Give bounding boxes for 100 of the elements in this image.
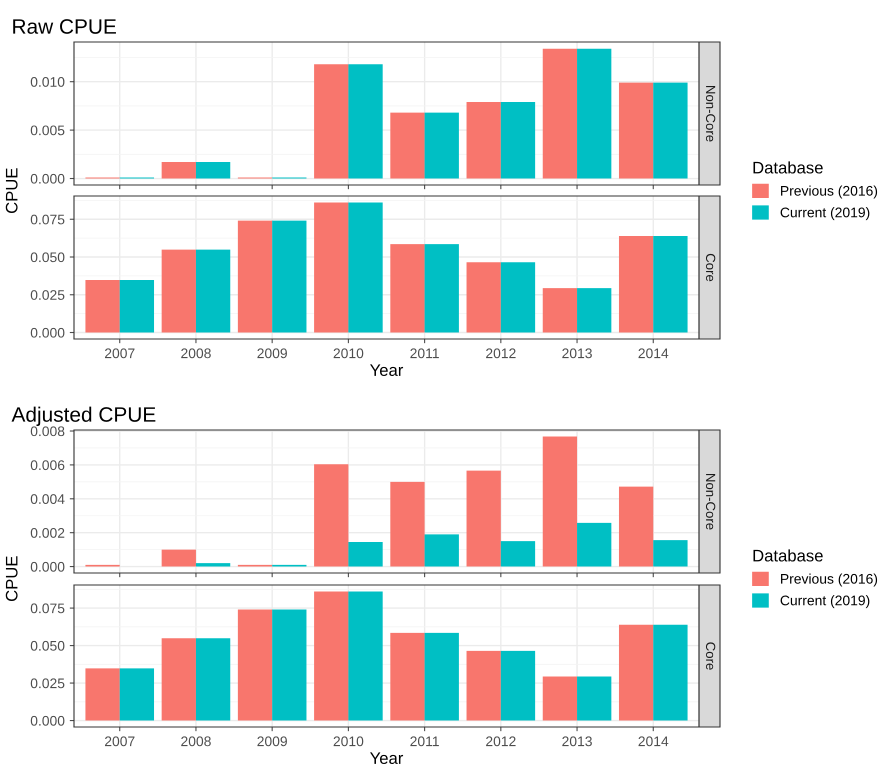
bar — [314, 202, 348, 333]
bar — [424, 112, 459, 179]
y-tick-label: 0.002 — [30, 528, 64, 538]
y-tick-label: 0.000 — [30, 716, 64, 726]
bar — [500, 541, 536, 567]
chart-title: Adjusted CPUE — [12, 406, 156, 426]
x-tick-label: 2007 — [104, 348, 134, 358]
x-tick-label: 2014 — [638, 348, 668, 358]
bar — [653, 82, 688, 179]
bar — [466, 102, 501, 179]
bar — [196, 638, 230, 721]
bar — [500, 262, 536, 333]
bar — [120, 668, 154, 721]
bar — [618, 486, 654, 567]
bar — [424, 534, 459, 567]
y-tick-label: 0.025 — [30, 290, 64, 300]
bar — [618, 82, 654, 179]
x-axis-title: Year — [370, 752, 404, 764]
text: Non-Core — [706, 474, 716, 530]
x-tick-label: 2007 — [104, 736, 134, 746]
bar — [348, 591, 383, 721]
legend-label: Previous (2016) — [781, 574, 878, 586]
bar — [500, 650, 536, 721]
bar — [314, 464, 348, 567]
x-tick-label: 2009 — [257, 348, 287, 358]
x-tick-label: 2008 — [181, 736, 211, 746]
bar — [314, 591, 348, 721]
bar — [424, 244, 459, 333]
y-tick-label: 0.000 — [30, 174, 64, 184]
x-tick-label: 2013 — [562, 736, 592, 746]
bar — [577, 288, 612, 333]
bar — [196, 563, 230, 567]
bar — [196, 162, 230, 179]
y-tick-label: 0.004 — [30, 494, 65, 504]
bar — [348, 542, 383, 567]
bar — [162, 250, 196, 333]
x-tick-label: 2008 — [181, 348, 211, 358]
bar — [424, 632, 459, 721]
x-tick-label: 2009 — [257, 736, 287, 746]
bar — [618, 624, 654, 721]
bar — [390, 112, 425, 179]
y-tick-label: 0.050 — [30, 640, 64, 651]
bar — [162, 162, 196, 179]
x-tick-label: 2010 — [334, 736, 364, 746]
y-tick-label: 0.075 — [30, 603, 64, 614]
x-tick-label: 2012 — [486, 736, 516, 746]
y-tick-label: 0.000 — [30, 562, 64, 572]
text: Core — [706, 254, 716, 282]
bar — [162, 638, 196, 721]
x-tick-label: 2013 — [562, 348, 592, 358]
y-tick-label: 0.006 — [30, 460, 64, 470]
bar — [653, 540, 688, 567]
bar — [272, 220, 306, 333]
bar — [466, 470, 501, 567]
bar — [577, 522, 612, 567]
y-axis-title: CPUE — [6, 168, 18, 214]
bar — [466, 262, 501, 333]
bar — [162, 550, 196, 567]
bar — [577, 48, 612, 179]
bar — [120, 280, 154, 333]
bar — [238, 220, 272, 333]
legend-label: Previous (2016) — [781, 186, 878, 198]
bar — [500, 102, 536, 179]
bar — [314, 64, 348, 179]
bar — [196, 250, 230, 333]
bar — [542, 288, 578, 333]
legend-label: Current (2019) — [780, 595, 870, 608]
x-axis-title: Year — [370, 364, 404, 376]
y-tick-label: 0.008 — [30, 426, 64, 436]
bar — [390, 244, 425, 333]
legend-title: Database — [753, 161, 823, 174]
bar — [542, 48, 578, 179]
bar — [390, 632, 425, 721]
y-tick-label: 0.005 — [30, 125, 64, 136]
bar — [466, 650, 501, 721]
y-tick-label: 0.010 — [30, 77, 64, 87]
bar — [85, 280, 120, 333]
x-tick-label: 2010 — [334, 348, 364, 358]
chart-title: Raw CPUE — [13, 19, 116, 34]
bar — [348, 202, 383, 333]
bar — [348, 64, 383, 179]
bar — [542, 436, 578, 567]
legend-title: Database — [753, 549, 823, 562]
y-tick-label: 0.050 — [30, 252, 64, 262]
x-tick-label: 2011 — [410, 348, 439, 358]
bar — [577, 676, 612, 721]
y-tick-label: 0.075 — [30, 214, 64, 224]
y-tick-label: 0.025 — [30, 678, 64, 688]
bar — [238, 609, 272, 721]
legend-label: Current (2019) — [780, 207, 870, 220]
bar — [85, 668, 120, 721]
bar — [653, 624, 688, 721]
text: Non-Core — [706, 86, 716, 142]
bar — [542, 676, 578, 721]
bar — [390, 482, 425, 567]
bar — [653, 236, 688, 333]
x-tick-label: 2014 — [638, 736, 668, 746]
y-tick-label: 0.000 — [30, 328, 64, 338]
bar — [272, 609, 306, 721]
x-tick-label: 2011 — [410, 736, 439, 746]
